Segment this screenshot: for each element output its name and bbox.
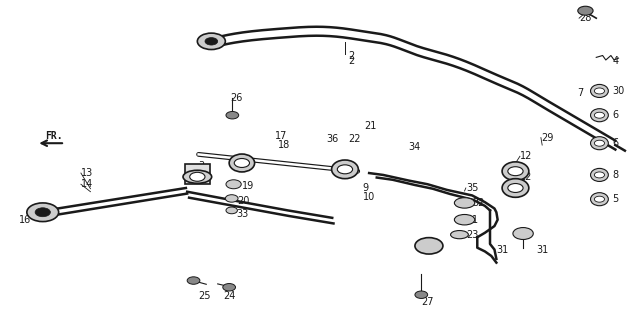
Text: 24: 24 bbox=[223, 291, 235, 301]
Circle shape bbox=[337, 165, 353, 174]
Circle shape bbox=[197, 33, 226, 50]
Text: 14: 14 bbox=[81, 179, 93, 189]
Circle shape bbox=[508, 183, 523, 192]
Ellipse shape bbox=[229, 154, 254, 172]
Circle shape bbox=[226, 111, 239, 119]
Circle shape bbox=[35, 208, 50, 217]
Circle shape bbox=[415, 291, 427, 299]
Text: 25: 25 bbox=[199, 291, 211, 301]
Text: 20: 20 bbox=[237, 196, 249, 206]
Text: 15: 15 bbox=[38, 208, 50, 218]
Ellipse shape bbox=[450, 230, 468, 239]
Ellipse shape bbox=[502, 179, 529, 197]
Circle shape bbox=[508, 167, 523, 176]
Text: 8: 8 bbox=[612, 170, 619, 180]
Text: 2: 2 bbox=[348, 55, 355, 66]
Text: 9: 9 bbox=[363, 183, 369, 193]
Ellipse shape bbox=[590, 137, 608, 150]
Text: 28: 28 bbox=[579, 13, 592, 23]
Circle shape bbox=[594, 172, 604, 178]
Text: 33: 33 bbox=[237, 209, 249, 219]
Text: 6: 6 bbox=[421, 241, 427, 251]
Text: 27: 27 bbox=[421, 297, 434, 307]
Ellipse shape bbox=[332, 160, 358, 179]
Text: 3: 3 bbox=[199, 161, 204, 171]
Text: 12: 12 bbox=[520, 172, 532, 182]
Text: 21: 21 bbox=[364, 121, 376, 132]
Text: 22: 22 bbox=[348, 134, 360, 144]
Text: 2: 2 bbox=[348, 51, 355, 60]
Ellipse shape bbox=[183, 170, 212, 183]
Circle shape bbox=[578, 6, 593, 15]
Ellipse shape bbox=[590, 84, 608, 98]
Text: 32: 32 bbox=[472, 198, 484, 208]
Text: 18: 18 bbox=[278, 140, 290, 150]
Circle shape bbox=[594, 196, 604, 202]
Ellipse shape bbox=[454, 198, 475, 208]
Circle shape bbox=[187, 277, 200, 284]
Text: 7: 7 bbox=[577, 88, 583, 98]
Text: 1: 1 bbox=[472, 215, 479, 225]
Ellipse shape bbox=[590, 193, 608, 206]
Circle shape bbox=[226, 180, 242, 189]
Ellipse shape bbox=[454, 214, 475, 225]
Text: 11: 11 bbox=[199, 174, 211, 184]
Circle shape bbox=[27, 203, 59, 221]
Circle shape bbox=[594, 140, 604, 146]
Text: 5: 5 bbox=[612, 194, 619, 204]
Circle shape bbox=[594, 88, 604, 94]
Text: 29: 29 bbox=[541, 132, 553, 143]
Text: 17: 17 bbox=[275, 131, 288, 141]
Ellipse shape bbox=[502, 162, 529, 180]
Text: 31: 31 bbox=[536, 244, 548, 255]
Circle shape bbox=[205, 37, 218, 45]
Text: 12: 12 bbox=[520, 151, 532, 161]
Text: 6: 6 bbox=[612, 138, 619, 148]
Text: 30: 30 bbox=[612, 86, 624, 96]
Text: 19: 19 bbox=[242, 181, 254, 191]
Text: 34: 34 bbox=[408, 142, 421, 152]
Circle shape bbox=[594, 112, 604, 118]
Circle shape bbox=[415, 238, 443, 254]
Text: 4: 4 bbox=[612, 56, 619, 66]
Text: 10: 10 bbox=[363, 192, 375, 202]
Text: 31: 31 bbox=[497, 244, 509, 255]
Circle shape bbox=[190, 172, 205, 181]
Text: 6: 6 bbox=[612, 110, 619, 120]
Circle shape bbox=[226, 195, 238, 202]
Text: 26: 26 bbox=[231, 93, 243, 103]
Ellipse shape bbox=[590, 109, 608, 122]
Text: 16: 16 bbox=[19, 215, 31, 225]
Text: 35: 35 bbox=[466, 183, 478, 193]
Circle shape bbox=[235, 158, 249, 167]
Text: 13: 13 bbox=[81, 168, 93, 178]
Text: 23: 23 bbox=[466, 230, 478, 240]
Circle shape bbox=[223, 284, 236, 291]
Ellipse shape bbox=[590, 168, 608, 181]
Text: 36: 36 bbox=[326, 134, 338, 144]
Text: FR.: FR. bbox=[45, 131, 62, 141]
Circle shape bbox=[226, 207, 238, 214]
Bar bbox=[185, 164, 210, 184]
Circle shape bbox=[513, 228, 534, 239]
